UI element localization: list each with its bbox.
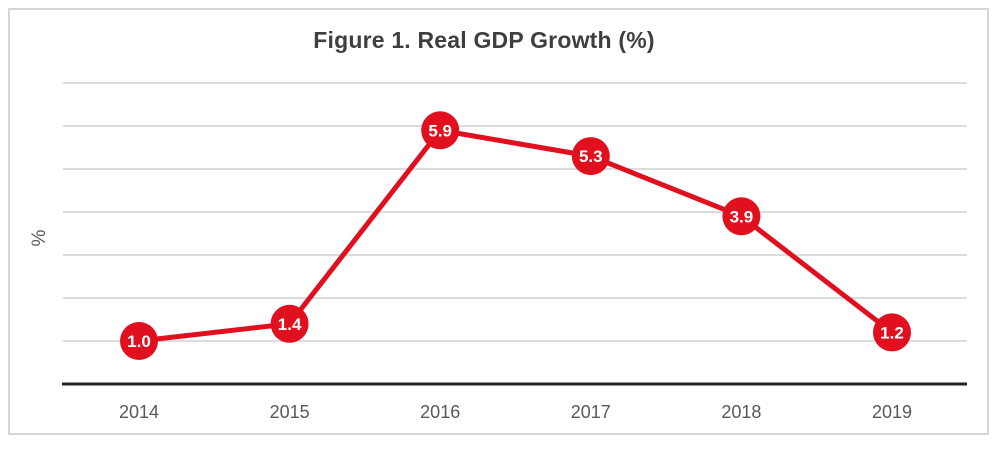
gdp-line xyxy=(136,127,895,344)
x-tick-2017: 2017 xyxy=(571,402,611,422)
data-label-2014: 1.0 xyxy=(127,332,151,351)
data-label-2018: 3.9 xyxy=(730,207,754,226)
x-tick-2015: 2015 xyxy=(270,402,310,422)
data-label-2019: 1.2 xyxy=(880,323,904,342)
x-tick-2016: 2016 xyxy=(420,402,460,422)
data-label-2017: 5.3 xyxy=(579,147,603,166)
x-tick-2019: 2019 xyxy=(872,402,912,422)
data-label-2016: 5.9 xyxy=(428,121,452,140)
data-point-2014 xyxy=(120,322,158,360)
data-point-2016 xyxy=(421,111,460,150)
data-point-2019 xyxy=(873,313,911,352)
x-tick-2018: 2018 xyxy=(721,402,761,422)
data-point-2015 xyxy=(270,304,309,343)
data-label-2015: 1.4 xyxy=(278,315,302,334)
data-point-2018 xyxy=(722,197,761,236)
data-point-2017 xyxy=(571,137,610,176)
chart-title: Figure 1. Real GDP Growth (%) xyxy=(313,27,655,53)
chart-frame xyxy=(8,8,989,435)
x-tick-2014: 2014 xyxy=(119,402,159,422)
